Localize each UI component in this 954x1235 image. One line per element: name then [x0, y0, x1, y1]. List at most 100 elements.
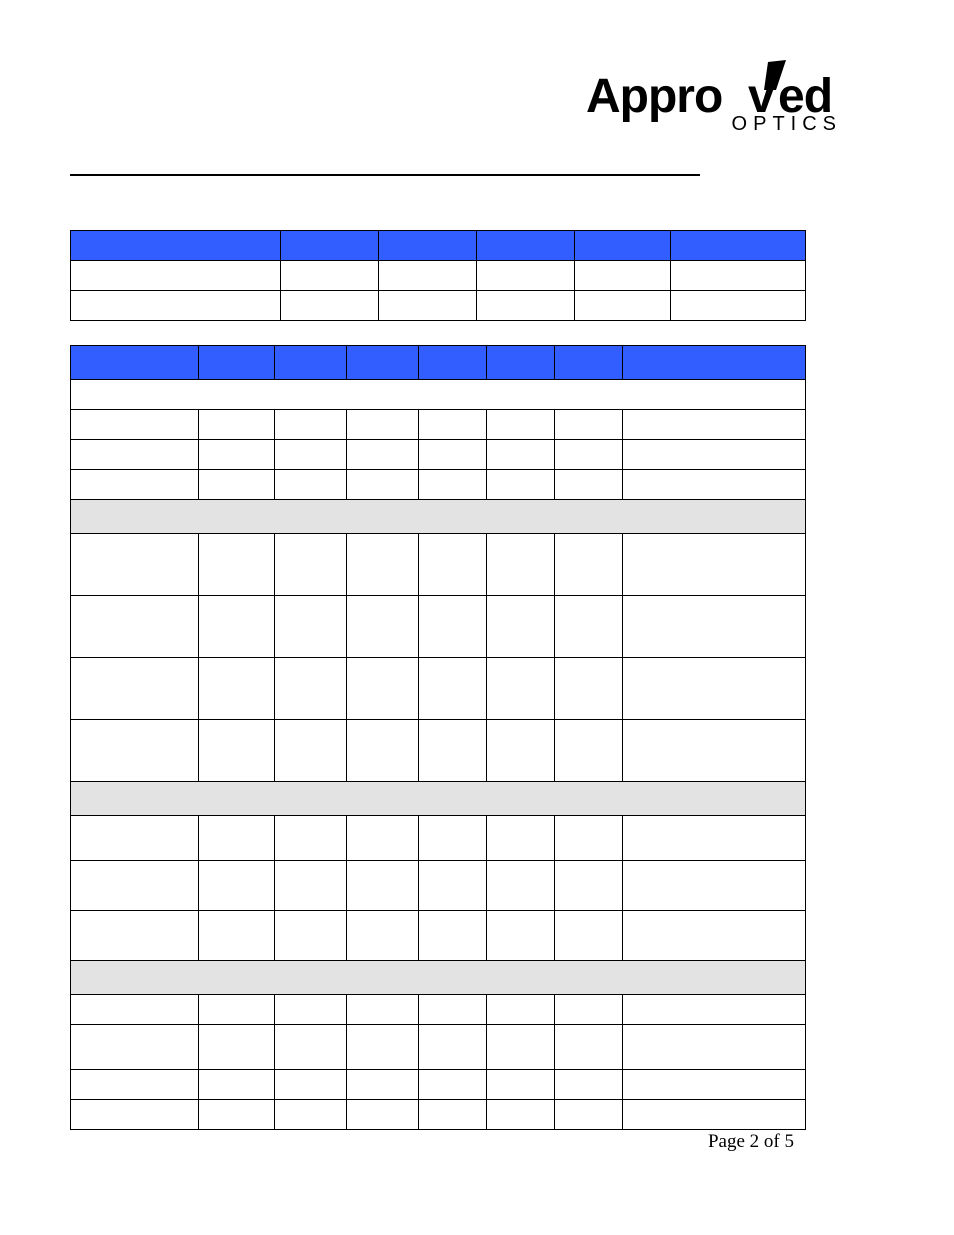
table-cell	[199, 995, 275, 1025]
summary-table-header-cell	[71, 231, 281, 261]
table-cell	[275, 1070, 347, 1100]
table-cell	[419, 720, 487, 782]
table-cell	[275, 470, 347, 500]
table-cell	[555, 596, 623, 658]
brand-logo: Appro v ed OPTICS	[586, 60, 856, 145]
table-cell	[199, 1025, 275, 1070]
table-cell	[419, 816, 487, 861]
table-cell	[623, 658, 806, 720]
table-cell	[555, 1025, 623, 1070]
summary-table	[70, 230, 806, 321]
table-row	[71, 380, 806, 410]
table-cell	[487, 1070, 555, 1100]
table-cell	[555, 861, 623, 911]
table-cell	[487, 816, 555, 861]
table-cell	[419, 470, 487, 500]
table-cell	[487, 470, 555, 500]
table-cell	[347, 440, 419, 470]
table-cell	[623, 534, 806, 596]
svg-text:OPTICS: OPTICS	[732, 113, 842, 135]
table-cell	[575, 261, 671, 291]
table-cell	[347, 911, 419, 961]
table-cell	[275, 861, 347, 911]
table-cell	[199, 720, 275, 782]
table-cell	[487, 720, 555, 782]
table-cell	[347, 596, 419, 658]
table-cell	[419, 440, 487, 470]
table-cell	[487, 995, 555, 1025]
table-row	[71, 861, 806, 911]
table-cell	[671, 291, 806, 321]
table-cell	[487, 911, 555, 961]
table-cell	[281, 261, 379, 291]
table-cell	[487, 658, 555, 720]
table-cell	[487, 1025, 555, 1070]
table-cell	[71, 861, 199, 911]
table-cell	[199, 440, 275, 470]
table-cell	[71, 261, 281, 291]
table-cell	[419, 658, 487, 720]
table-cell	[199, 816, 275, 861]
table-cell	[623, 1025, 806, 1070]
table-cell	[623, 410, 806, 440]
table-cell	[71, 596, 199, 658]
table-cell	[623, 1100, 806, 1130]
summary-table-header-cell	[671, 231, 806, 261]
spec-table-header-cell	[555, 346, 623, 380]
table-cell	[555, 440, 623, 470]
table-cell	[623, 470, 806, 500]
table-cell	[419, 534, 487, 596]
table-cell	[71, 1070, 199, 1100]
table-cell	[555, 410, 623, 440]
table-row	[71, 911, 806, 961]
table-cell	[555, 534, 623, 596]
table-row	[71, 410, 806, 440]
table-cell	[623, 911, 806, 961]
table-cell	[275, 720, 347, 782]
table-cell	[275, 534, 347, 596]
spec-table-header-cell	[419, 346, 487, 380]
table-cell	[347, 470, 419, 500]
table-cell	[555, 720, 623, 782]
table-cell	[555, 470, 623, 500]
table-cell	[275, 596, 347, 658]
table-cell	[199, 861, 275, 911]
table-cell	[275, 410, 347, 440]
table-cell	[347, 1070, 419, 1100]
spec-table-header-cell	[275, 346, 347, 380]
table-cell	[71, 720, 199, 782]
table-cell	[347, 1025, 419, 1070]
table-cell	[623, 816, 806, 861]
table-cell	[71, 380, 806, 410]
table-cell	[347, 861, 419, 911]
table-cell	[275, 911, 347, 961]
table-cell	[419, 1100, 487, 1130]
table-cell	[623, 1070, 806, 1100]
table-cell	[347, 658, 419, 720]
table-cell	[347, 816, 419, 861]
spec-table-header-cell	[199, 346, 275, 380]
table-cell	[275, 1100, 347, 1130]
table-cell	[379, 291, 477, 321]
table-cell	[281, 291, 379, 321]
svg-text:Appro: Appro	[586, 70, 722, 123]
table-cell	[623, 861, 806, 911]
table-cell	[419, 1070, 487, 1100]
table-cell	[199, 911, 275, 961]
table-row	[71, 995, 806, 1025]
table-cell	[71, 440, 199, 470]
table-cell	[275, 995, 347, 1025]
table-cell	[487, 596, 555, 658]
table-cell	[487, 1100, 555, 1130]
table-cell	[477, 261, 575, 291]
table-row	[71, 816, 806, 861]
spec-table	[70, 345, 806, 1130]
summary-table-header-cell	[281, 231, 379, 261]
table-cell	[71, 995, 199, 1025]
table-cell	[347, 720, 419, 782]
table-cell	[419, 1025, 487, 1070]
table-spacer	[70, 321, 805, 345]
table-cell	[671, 261, 806, 291]
table-row	[71, 440, 806, 470]
summary-table-header-cell	[379, 231, 477, 261]
